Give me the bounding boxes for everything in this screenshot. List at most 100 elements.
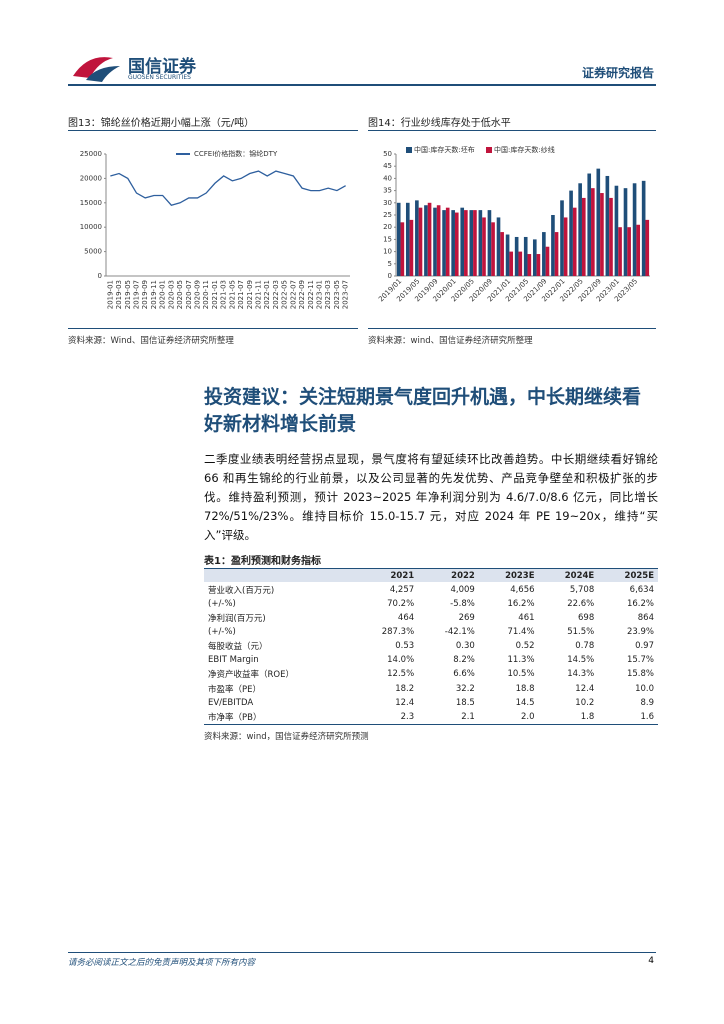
table-cell: 1.6 [640, 711, 654, 722]
bar [527, 254, 532, 276]
table-cell: 2.1 [461, 711, 475, 722]
x-tick-label: 2023-01 [316, 280, 324, 309]
y-tick-label: 25000 [80, 150, 102, 158]
x-tick-label: 2019-01 [106, 280, 114, 309]
bar [569, 190, 573, 276]
y-tick-label: 15000 [80, 199, 102, 207]
disclaimer: 请务必阅读正文之后的免责声明及其项下所有内容 [68, 958, 256, 968]
x-tick-label: 2019-05 [124, 280, 132, 309]
bar [460, 207, 465, 276]
y-tick-label: 5000 [84, 248, 102, 256]
bar [454, 212, 459, 276]
figure-title: 图13：锦纶丝价格近期小幅上涨（元/吨） [68, 118, 255, 129]
bar [396, 202, 401, 276]
bar [545, 246, 550, 276]
table-cell: 2022 [451, 570, 475, 581]
table-cell: 269 [458, 612, 475, 623]
legend-label: CCFEI价格指数：锦纶DTY [194, 149, 278, 158]
table-cell: 2.0 [521, 711, 535, 722]
header-rule [68, 84, 656, 86]
logo [73, 57, 120, 82]
y-tick-label: 30 [383, 199, 392, 207]
bar [500, 232, 504, 276]
x-tick-label: 2021-01 [211, 280, 219, 309]
bar [581, 197, 586, 276]
bar [478, 210, 483, 276]
bar [405, 202, 410, 276]
table-cell: 4,656 [510, 584, 535, 595]
table-cell: 70.2% [387, 598, 415, 609]
bar [469, 210, 474, 276]
bar [451, 210, 455, 276]
table-cell: 10.2 [575, 697, 595, 708]
table-cell: 23.9% [626, 626, 654, 637]
table-cell: 0.97 [635, 640, 654, 651]
bar [514, 236, 519, 276]
table-cell: 16.2% [507, 598, 535, 609]
table-cell: 0.30 [455, 640, 475, 651]
x-tick-label: 2022-09 [298, 280, 306, 309]
table-cell: (+/-%) [208, 598, 236, 609]
table-cell: 4,257 [389, 584, 415, 595]
table-cell: 32.2 [455, 683, 475, 694]
y-tick-label: 20000 [80, 174, 102, 182]
x-tick-label: 2021-09 [246, 280, 254, 309]
bar [505, 234, 510, 276]
table-cell: 2.3 [400, 711, 415, 722]
bar [551, 215, 555, 276]
bar [424, 205, 428, 276]
bar [487, 210, 492, 276]
table-cell: 12.4 [395, 697, 415, 708]
y-tick-label: 0 [388, 272, 392, 280]
bar [560, 200, 564, 276]
bar [409, 219, 414, 276]
x-tick-label: 2020-01 [159, 280, 167, 309]
bar [614, 185, 619, 276]
table-cell: 461 [518, 612, 535, 623]
y-tick-label: 15 [383, 235, 392, 243]
table-cell: 14.3% [567, 668, 595, 679]
page-number: 4 [648, 956, 654, 966]
x-tick-label: 2023-03 [324, 280, 332, 309]
legend-swatch [406, 147, 412, 153]
x-tick-label: 2021-11 [255, 280, 263, 309]
table-cell: -5.8% [450, 598, 475, 609]
table-cell: 市净率（PB） [208, 712, 262, 723]
table-cell: 10.0 [635, 683, 654, 694]
bar [518, 251, 523, 276]
table-cell: 6,634 [629, 584, 654, 595]
bar [473, 210, 477, 276]
legend-swatch [486, 147, 492, 153]
x-tick-label: 2019-09 [141, 280, 149, 309]
table-cell: 15.8% [626, 668, 654, 679]
x-tick-label: 2023-07 [342, 280, 350, 309]
table-cell: -42.1% [444, 626, 475, 637]
bar [609, 197, 613, 276]
bar [554, 232, 559, 276]
table-cell: 14.0% [387, 654, 415, 665]
bar [641, 180, 646, 276]
legend-label: 中国:库存天数:纱线 [494, 145, 555, 154]
table-cell: 营业收入(百万元) [208, 585, 275, 596]
bar [418, 207, 423, 276]
table-cell: 16.2% [626, 598, 654, 609]
table-cell: 5,708 [569, 584, 595, 595]
bar [600, 193, 604, 276]
bar [523, 236, 528, 276]
x-tick-label: 2022-03 [272, 280, 280, 309]
bar [578, 183, 582, 276]
table-cell: (+/-%) [208, 626, 236, 637]
table-cell: 14.5 [515, 697, 535, 708]
bar [482, 217, 486, 276]
x-tick-label: 2023-05 [333, 280, 341, 309]
table-cell: 864 [637, 612, 654, 623]
legend-label: 中国:库存天数:坯布 [414, 145, 475, 154]
logo-cn: 国信证券 [128, 57, 196, 77]
chart: 051015202530354045502019/012019/052019/0… [377, 145, 650, 303]
bar [587, 173, 592, 276]
source: 资料来源：Wind、国信证券经济研究所整理 [68, 336, 234, 346]
table-cell: 71.4% [507, 626, 535, 637]
x-tick-label: 2020-11 [202, 280, 210, 309]
